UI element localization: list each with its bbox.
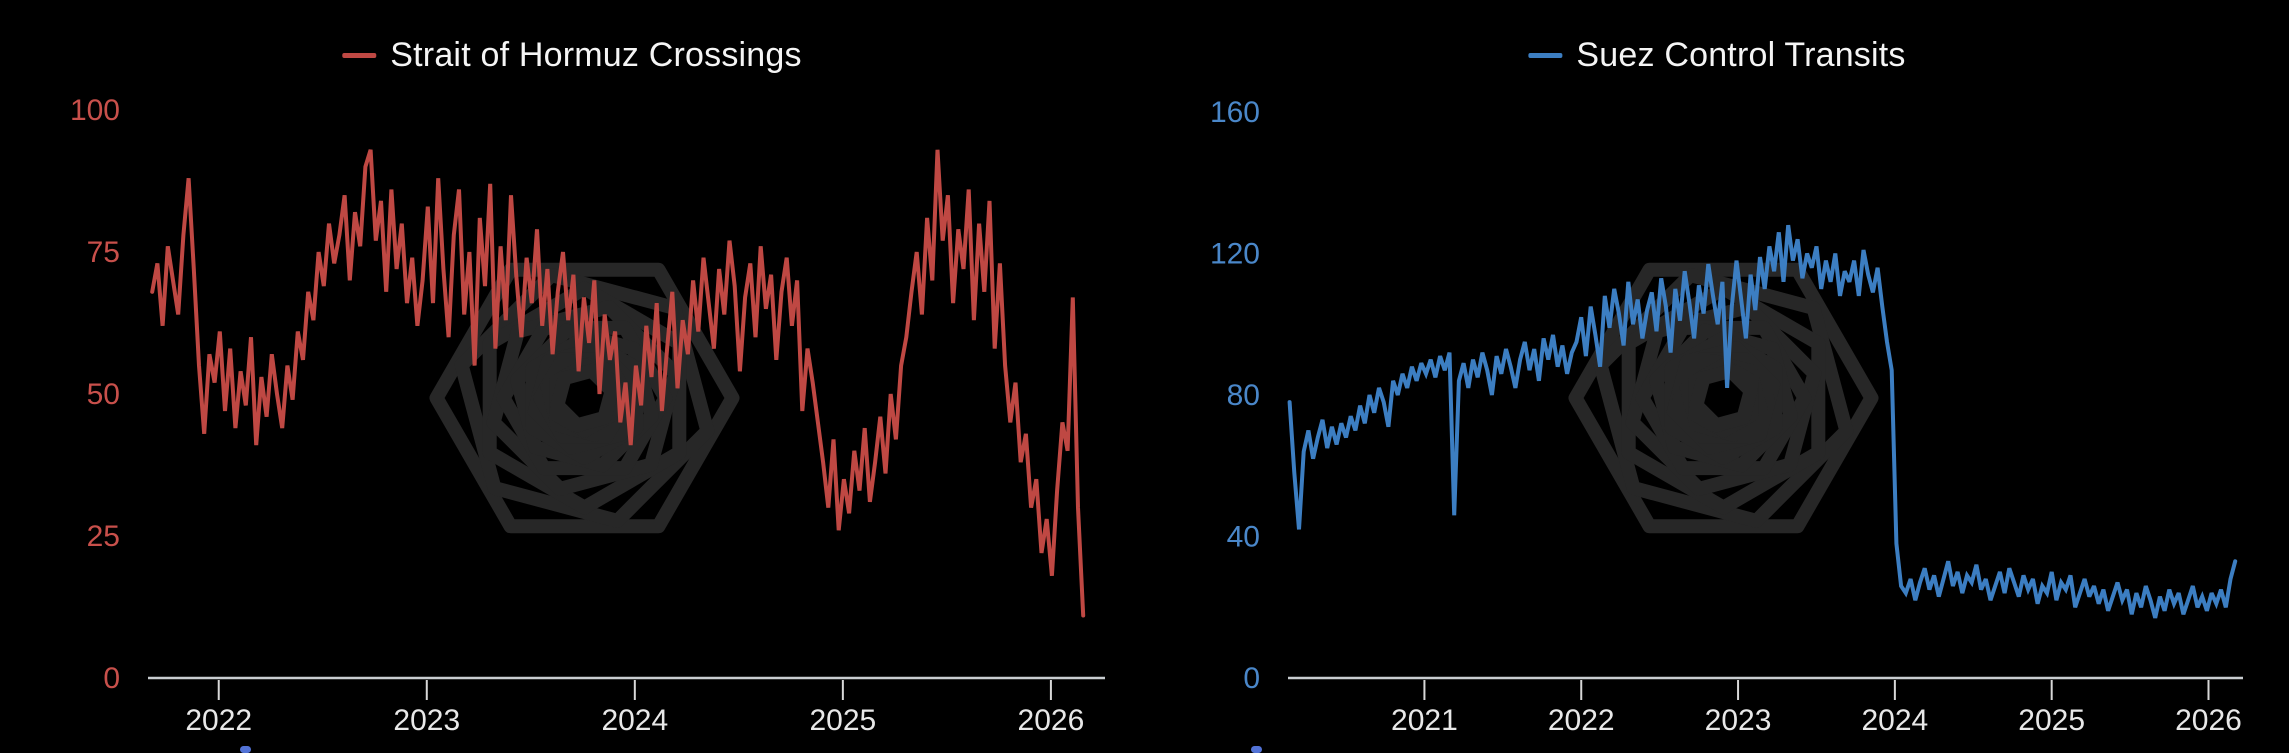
plot-canvas: 2022 2023 2024 2025 2026 0 25 50 75 100 <box>70 94 1105 737</box>
watermark-ring <box>1635 320 1812 476</box>
aperture-spiral-watermark <box>429 262 740 534</box>
y-tick-label: 0 <box>103 662 120 695</box>
watermark-ring <box>1568 262 1879 534</box>
x-tick-label: 2023 <box>1705 704 1772 737</box>
legend-line-swatch <box>1528 53 1563 58</box>
clipped-footer-mark <box>240 746 251 753</box>
y-tick-label: 75 <box>87 236 120 269</box>
y-tick-label: 120 <box>1210 238 1260 271</box>
series-line <box>150 149 1086 618</box>
watermark-ring <box>550 363 619 433</box>
clipped-footer-mark <box>1251 746 1262 753</box>
x-tick-label: 2024 <box>1861 704 1928 737</box>
watermark-ring <box>1689 363 1758 433</box>
plot-canvas: 2021 2022 2023 2024 2025 2026 0 40 80 120 160 <box>1210 96 2243 737</box>
chart-suez-transits: Suez Control Transits 2021 2022 2023 2024 20… <box>1145 0 2289 751</box>
watermark-ring <box>1649 323 1798 473</box>
x-tick-label: 2026 <box>2175 704 2242 737</box>
watermark-ring <box>540 354 629 442</box>
chart-strait-of-hormuz: Strait of Hormuz Crossings 2022 2023 2024 2… <box>0 0 1144 751</box>
watermark-ring <box>533 352 636 444</box>
legend-line-swatch <box>342 53 377 58</box>
watermark-ring <box>429 262 740 534</box>
watermark-ring <box>1679 354 1768 442</box>
legend: Strait of Hormuz Crossings <box>342 36 802 75</box>
y-tick-label: 0 <box>1243 662 1260 695</box>
watermark-ring <box>1688 358 1759 438</box>
legend-label: Strait of Hormuz Crossings <box>390 36 802 74</box>
y-tick-label: 160 <box>1210 96 1260 129</box>
x-tick-label: 2022 <box>1548 704 1615 737</box>
x-tick-label: 2021 <box>1391 704 1458 737</box>
y-tick-label: 40 <box>1227 521 1260 554</box>
watermark-ring <box>1672 352 1775 444</box>
y-tick-label: 25 <box>87 520 120 553</box>
y-tick-label: 80 <box>1227 379 1260 412</box>
watermark-ring <box>549 358 620 438</box>
x-tick-label: 2026 <box>1018 704 1085 737</box>
x-tick-label: 2025 <box>2018 704 2085 737</box>
watermark-ring <box>525 331 644 465</box>
x-tick-label: 2022 <box>185 704 252 737</box>
x-tick-label: 2023 <box>393 704 460 737</box>
y-tick-label: 50 <box>87 378 120 411</box>
legend-label: Suez Control Transits <box>1576 36 1906 74</box>
watermark-ring <box>1666 341 1781 455</box>
legend: Suez Control Transits <box>1528 36 1905 75</box>
watermark-ring <box>510 323 659 473</box>
series-line <box>1287 224 2238 619</box>
x-tick-label: 2025 <box>809 704 876 737</box>
watermark-ring <box>1621 281 1826 515</box>
x-tick-label: 2024 <box>601 704 668 737</box>
watermark-ring <box>496 320 673 476</box>
y-tick-label: 100 <box>70 94 120 127</box>
